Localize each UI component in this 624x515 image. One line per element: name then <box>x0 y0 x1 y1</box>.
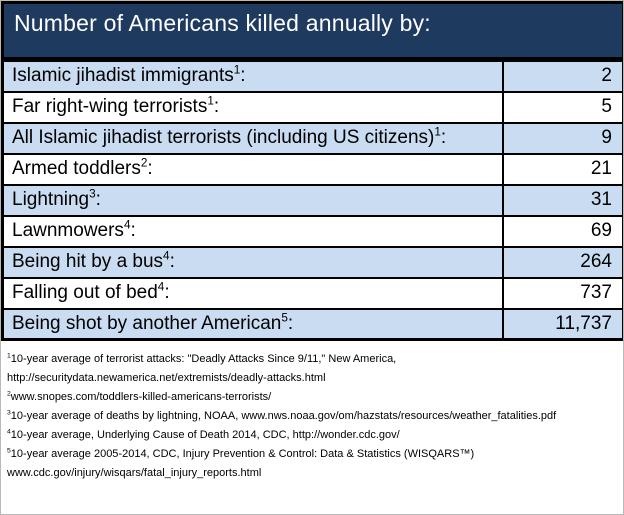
row-value: 9 <box>501 121 623 155</box>
footnote-text: 10-year average of deaths by lightning, … <box>10 410 557 422</box>
row-value: 21 <box>501 152 623 186</box>
footnotes: 110-year average of terrorist attacks: "… <box>1 341 623 483</box>
footnote-url: www.cdc.gov/injury/wisqars/fatal_injury_… <box>7 467 262 479</box>
row-label: Far right-wing terrorists1: <box>1 90 504 124</box>
footnote-3: 310-year average of deaths by lightning,… <box>7 407 617 426</box>
footnote-1: 110-year average of terrorist attacks: "… <box>7 350 617 388</box>
table-row: Far right-wing terrorists1: 5 <box>1 90 623 124</box>
table-row: Being shot by another American5: 11,737 <box>1 307 623 341</box>
footnote-ref: 1 <box>233 63 241 77</box>
footnote-ref: 3 <box>89 187 96 201</box>
footnote-marker: 4 <box>7 428 11 436</box>
row-value: 264 <box>501 245 623 279</box>
row-value: 69 <box>501 214 623 248</box>
footnote-url: http://securitydata.newamerica.net/extre… <box>7 372 326 384</box>
footnote-marker: 5 <box>7 447 11 455</box>
row-value: 737 <box>501 276 623 310</box>
footnote-text: 10-year average, Underlying Cause of Dea… <box>10 429 400 441</box>
row-value: 11,737 <box>501 307 623 341</box>
footnote-ref: 1 <box>434 125 441 139</box>
table-title-bar: Number of Americans killed annually by: <box>1 1 623 59</box>
row-value: 5 <box>501 90 623 124</box>
footnote-marker: 1 <box>7 352 11 360</box>
deaths-table: Islamic jihadist immigrants1: 2 Far righ… <box>1 59 623 341</box>
row-label: Islamic jihadist immigrants1: <box>1 59 504 93</box>
table-row: Lawnmowers4: 69 <box>1 214 623 248</box>
row-label: Being shot by another American5: <box>1 307 504 341</box>
row-label: Being hit by a bus4: <box>1 245 504 279</box>
table-row: All Islamic jihadist terrorists (includi… <box>1 121 623 155</box>
page-title: Number of Americans killed annually by: <box>14 10 431 36</box>
footnote-2: 2www.snopes.com/toddlers-killed-american… <box>7 388 617 407</box>
row-value: 2 <box>501 59 623 93</box>
footnote-ref: 1 <box>207 94 214 108</box>
footnote-marker: 2 <box>7 390 11 398</box>
footnote-text: 10-year average of terrorist attacks: "D… <box>10 353 397 365</box>
footnote-ref: 4 <box>163 249 170 263</box>
row-label: Lightning3: <box>1 183 504 217</box>
footnote-4: 410-year average, Underlying Cause of De… <box>7 426 617 445</box>
row-label: Armed toddlers2: <box>1 152 504 186</box>
footnote-5: 510-year average 2005-2014, CDC, Injury … <box>7 445 617 483</box>
footnote-ref: 4 <box>157 280 165 294</box>
footnote-marker: 3 <box>7 409 11 417</box>
table-row: Armed toddlers2: 21 <box>1 152 623 186</box>
row-label: Falling out of bed4: <box>1 276 504 310</box>
row-label: All Islamic jihadist terrorists (includi… <box>1 121 504 155</box>
footnote-ref: 2 <box>140 156 148 170</box>
table-row: Being hit by a bus4: 264 <box>1 245 623 279</box>
table-row: Falling out of bed4: 737 <box>1 276 623 310</box>
table-row: Islamic jihadist immigrants1: 2 <box>1 59 623 93</box>
footnote-url: www.snopes.com/toddlers-killed-americans… <box>10 391 272 403</box>
footnote-text: 10-year average 2005-2014, CDC, Injury P… <box>10 448 475 460</box>
table-row: Lightning3: 31 <box>1 183 623 217</box>
row-label: Lawnmowers4: <box>1 214 504 248</box>
row-value: 31 <box>501 183 623 217</box>
footnote-ref: 5 <box>281 311 288 325</box>
footnote-ref: 4 <box>123 218 131 232</box>
